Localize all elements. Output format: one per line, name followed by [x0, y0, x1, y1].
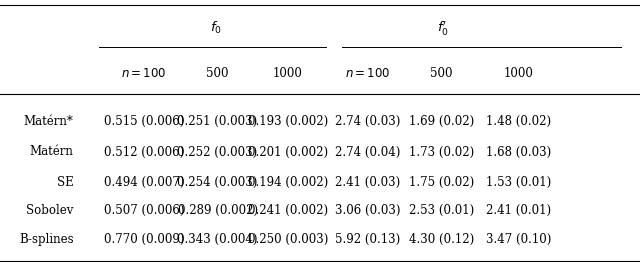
Text: 4.30 (0.12): 4.30 (0.12) — [409, 233, 474, 246]
Text: 5.92 (0.13): 5.92 (0.13) — [335, 233, 401, 246]
Text: SE: SE — [57, 176, 74, 189]
Text: $f_0$: $f_0$ — [210, 19, 221, 36]
Text: 0.512 (0.006): 0.512 (0.006) — [104, 145, 184, 159]
Text: 2.41 (0.01): 2.41 (0.01) — [486, 204, 551, 217]
Text: Matérn*: Matérn* — [24, 115, 74, 128]
Text: 0.201 (0.002): 0.201 (0.002) — [248, 145, 328, 159]
Text: 0.254 (0.003): 0.254 (0.003) — [177, 176, 258, 189]
Text: 2.41 (0.03): 2.41 (0.03) — [335, 176, 401, 189]
Text: 2.53 (0.01): 2.53 (0.01) — [409, 204, 474, 217]
Text: Matérn: Matérn — [29, 145, 74, 159]
Text: 1.69 (0.02): 1.69 (0.02) — [409, 115, 474, 128]
Text: $f_0'$: $f_0'$ — [437, 19, 449, 36]
Text: 2.74 (0.04): 2.74 (0.04) — [335, 145, 401, 159]
Text: 2.74 (0.03): 2.74 (0.03) — [335, 115, 401, 128]
Text: 500: 500 — [430, 67, 453, 80]
Text: Sobolev: Sobolev — [26, 204, 74, 217]
Text: 3.06 (0.03): 3.06 (0.03) — [335, 204, 401, 217]
Text: 0.252 (0.003): 0.252 (0.003) — [177, 145, 258, 159]
Text: 0.515 (0.006): 0.515 (0.006) — [104, 115, 184, 128]
Text: 1.68 (0.03): 1.68 (0.03) — [486, 145, 551, 159]
Text: 1.53 (0.01): 1.53 (0.01) — [486, 176, 551, 189]
Text: 0.193 (0.002): 0.193 (0.002) — [248, 115, 328, 128]
Text: 0.494 (0.007): 0.494 (0.007) — [104, 176, 184, 189]
Text: 3.47 (0.10): 3.47 (0.10) — [486, 233, 551, 246]
Text: 0.770 (0.009): 0.770 (0.009) — [104, 233, 184, 246]
Text: 0.343 (0.004): 0.343 (0.004) — [177, 233, 258, 246]
Text: $n = 100$: $n = 100$ — [345, 67, 391, 80]
Text: 1.75 (0.02): 1.75 (0.02) — [409, 176, 474, 189]
Text: 0.194 (0.002): 0.194 (0.002) — [248, 176, 328, 189]
Text: $n = 100$: $n = 100$ — [121, 67, 167, 80]
Text: 1.48 (0.02): 1.48 (0.02) — [486, 115, 551, 128]
Text: 0.289 (0.002): 0.289 (0.002) — [177, 204, 258, 217]
Text: 0.507 (0.006): 0.507 (0.006) — [104, 204, 184, 217]
Text: 500: 500 — [206, 67, 229, 80]
Text: 1.73 (0.02): 1.73 (0.02) — [409, 145, 474, 159]
Text: B-splines: B-splines — [19, 233, 74, 246]
Text: 1000: 1000 — [273, 67, 303, 80]
Text: 0.241 (0.002): 0.241 (0.002) — [248, 204, 328, 217]
Text: 0.251 (0.003): 0.251 (0.003) — [177, 115, 258, 128]
Text: 1000: 1000 — [504, 67, 533, 80]
Text: 0.250 (0.003): 0.250 (0.003) — [248, 233, 328, 246]
